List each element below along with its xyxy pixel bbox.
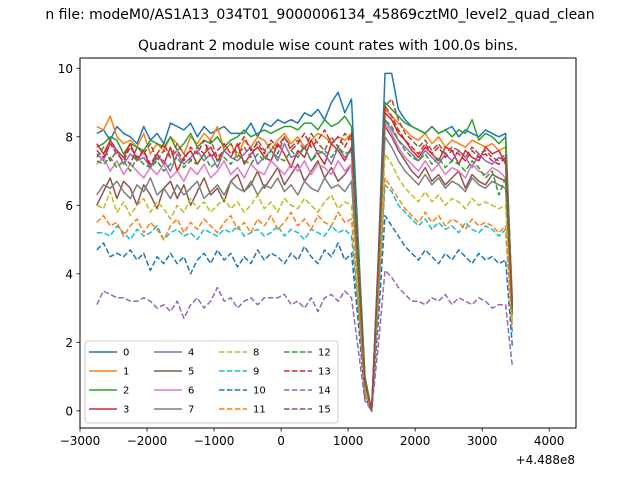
x-tick-label: −1000 bbox=[194, 434, 235, 448]
legend-label-4: 4 bbox=[188, 348, 194, 359]
chart-title: Quadrant 2 module wise count rates with … bbox=[138, 38, 518, 54]
series-line-6 bbox=[96, 122, 514, 412]
series-line-11 bbox=[96, 177, 514, 412]
x-tick-label: 2000 bbox=[400, 434, 431, 448]
y-tick-label: 2 bbox=[65, 336, 73, 350]
series-line-9 bbox=[96, 184, 514, 412]
legend-label-8: 8 bbox=[253, 348, 259, 359]
y-tick-label: 8 bbox=[65, 130, 73, 144]
x-tick-label: 4000 bbox=[534, 434, 565, 448]
x-tick-label: 1000 bbox=[333, 434, 364, 448]
legend-label-9: 9 bbox=[253, 367, 259, 378]
legend-label-0: 0 bbox=[123, 348, 129, 359]
legend-label-1: 1 bbox=[123, 367, 129, 378]
legend-label-13: 13 bbox=[318, 367, 331, 378]
legend-label-5: 5 bbox=[188, 367, 194, 378]
y-tick-label: 6 bbox=[65, 199, 73, 213]
y-tick-label: 10 bbox=[58, 62, 73, 76]
legend-label-10: 10 bbox=[253, 386, 266, 397]
legend-label-3: 3 bbox=[123, 405, 129, 416]
x-offset-label: +4.488e8 bbox=[516, 453, 575, 467]
series-line-10 bbox=[96, 214, 514, 412]
series-line-7 bbox=[96, 136, 514, 412]
legend-label-2: 2 bbox=[123, 386, 129, 397]
x-tick-label: 0 bbox=[277, 434, 285, 448]
series-line-4 bbox=[96, 118, 514, 412]
legend-label-7: 7 bbox=[188, 405, 194, 416]
legend-label-12: 12 bbox=[318, 348, 331, 359]
series-line-13 bbox=[96, 105, 514, 412]
x-tick-label: −3000 bbox=[60, 434, 101, 448]
legend-frame bbox=[84, 340, 339, 424]
y-tick-label: 0 bbox=[65, 404, 73, 418]
legend-label-14: 14 bbox=[318, 386, 331, 397]
x-tick-label: −2000 bbox=[127, 434, 168, 448]
x-tick-label: 3000 bbox=[467, 434, 498, 448]
series-line-2 bbox=[96, 101, 514, 412]
figure-suptitle: n file: modeM0/AS1A13_034T01_9000006134_… bbox=[45, 7, 594, 23]
legend-label-11: 11 bbox=[253, 405, 266, 416]
legend-label-15: 15 bbox=[318, 405, 331, 416]
y-tick-label: 4 bbox=[65, 267, 73, 281]
series-layer bbox=[96, 72, 514, 412]
plot-frame bbox=[79, 57, 577, 429]
series-line-8 bbox=[96, 153, 514, 412]
legend-label-6: 6 bbox=[188, 386, 194, 397]
